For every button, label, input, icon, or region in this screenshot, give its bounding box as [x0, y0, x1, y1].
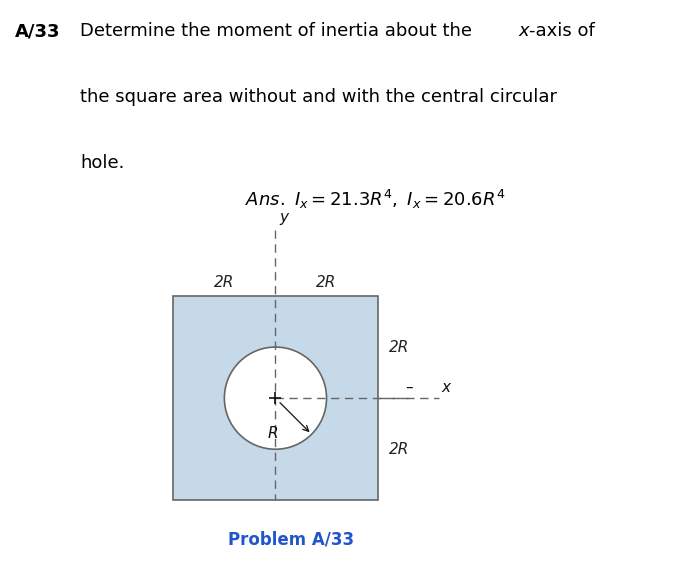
Text: x: x: [442, 380, 451, 395]
Text: hole.: hole.: [80, 154, 125, 172]
Text: A/33: A/33: [15, 22, 61, 40]
Text: -axis of: -axis of: [529, 22, 595, 40]
Circle shape: [225, 347, 326, 449]
Text: 2R: 2R: [389, 339, 410, 354]
Text: Problem A/33: Problem A/33: [228, 531, 354, 549]
Text: –: –: [406, 380, 414, 395]
Text: 2R: 2R: [214, 275, 234, 290]
Text: 2R: 2R: [389, 442, 410, 457]
Bar: [174, 296, 377, 500]
Text: x: x: [518, 22, 528, 40]
Text: the square area without and with the central circular: the square area without and with the cen…: [80, 88, 557, 106]
Text: y: y: [279, 211, 288, 225]
Text: $\it{Ans.}\ I_x = 21.3R^4,\ I_x = 20.6R^4$: $\it{Ans.}\ I_x = 21.3R^4,\ I_x = 20.6R^…: [245, 188, 505, 211]
Text: R: R: [267, 426, 278, 441]
Text: 2R: 2R: [316, 275, 337, 290]
Text: Determine the moment of inertia about the: Determine the moment of inertia about th…: [80, 22, 478, 40]
